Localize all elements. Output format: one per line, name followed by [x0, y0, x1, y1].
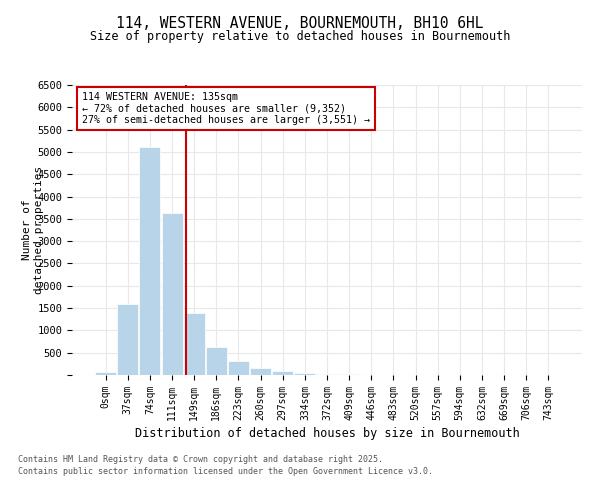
Text: Contains HM Land Registry data © Crown copyright and database right 2025.: Contains HM Land Registry data © Crown c… [18, 455, 383, 464]
Bar [139, 148, 160, 375]
Bar [272, 370, 293, 375]
Bar [161, 214, 182, 375]
Bar [184, 313, 205, 375]
Bar [338, 374, 359, 375]
Bar [118, 304, 139, 375]
Bar [206, 348, 227, 375]
Bar [95, 372, 116, 375]
Bar [228, 361, 249, 375]
Y-axis label: Number of
detached properties: Number of detached properties [22, 166, 44, 294]
Text: Contains public sector information licensed under the Open Government Licence v3: Contains public sector information licen… [18, 468, 433, 476]
Bar [316, 374, 338, 375]
Bar [250, 368, 271, 375]
Text: Size of property relative to detached houses in Bournemouth: Size of property relative to detached ho… [90, 30, 510, 43]
Text: 114, WESTERN AVENUE, BOURNEMOUTH, BH10 6HL: 114, WESTERN AVENUE, BOURNEMOUTH, BH10 6… [116, 16, 484, 31]
Bar [295, 372, 316, 375]
Text: 114 WESTERN AVENUE: 135sqm
← 72% of detached houses are smaller (9,352)
27% of s: 114 WESTERN AVENUE: 135sqm ← 72% of deta… [82, 92, 370, 126]
X-axis label: Distribution of detached houses by size in Bournemouth: Distribution of detached houses by size … [134, 427, 520, 440]
